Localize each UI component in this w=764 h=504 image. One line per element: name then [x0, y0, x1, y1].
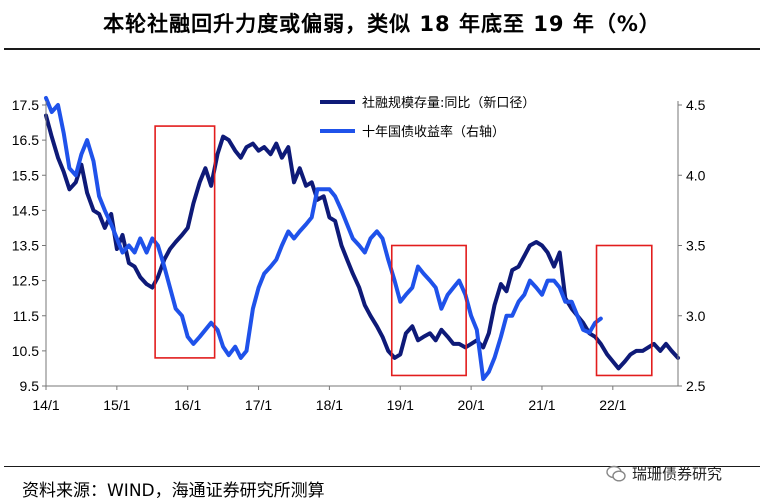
highlight-box-2	[390, 244, 467, 377]
legend-label-series-2: 十年国债收益率（右轴）	[362, 124, 505, 140]
line-chart: 17.5 16.5 15.5 14.5 13.5 12.5 11.5 10.5 9.5 4.5 4.…	[12, 95, 706, 413]
y-left-tick-label: 9.5	[20, 378, 40, 394]
x-tick-label: 20/1	[457, 397, 484, 413]
y-right-tick-label: 4.5	[686, 97, 706, 113]
chart-legend: 社融规模存量:同比（新口径） 十年国债收益率（右轴）	[320, 95, 535, 140]
y-left-tick-label: 13.5	[12, 238, 39, 254]
legend-label-series-1: 社融规模存量:同比（新口径）	[362, 95, 535, 111]
y-left-tick-label: 16.5	[12, 132, 39, 148]
brand-watermark: 瑞珊债券研究	[606, 463, 722, 484]
highlight-boxes	[154, 125, 653, 377]
brand-name: 瑞珊债券研究	[632, 465, 723, 483]
x-tick-label: 14/1	[32, 397, 59, 413]
series-line-2	[44, 96, 603, 381]
x-tick-label: 18/1	[316, 397, 343, 413]
highlight-box-1	[154, 125, 216, 359]
y-left-tick-label: 15.5	[12, 167, 39, 183]
source-note: 资料来源：WIND，海通证券研究所测算	[22, 481, 325, 501]
series-lines	[44, 96, 680, 381]
y-left-tick-label: 12.5	[12, 273, 39, 289]
x-tick-label: 15/1	[103, 397, 130, 413]
y-right-tick-label: 3.0	[686, 308, 706, 324]
chart-axes: 17.5 16.5 15.5 14.5 13.5 12.5 11.5 10.5 9.5 4.5 4.…	[12, 97, 706, 413]
y-left-tick-label: 10.5	[12, 343, 39, 359]
y-right-tick-label: 4.0	[686, 167, 706, 183]
x-tick-label: 22/1	[599, 397, 626, 413]
y-right-tick-label: 2.5	[686, 378, 706, 394]
y-left-tick-label: 17.5	[12, 97, 39, 113]
chart-title: 本轮社融回升力度或偏弱，类似 18 年底至 19 年（%）	[103, 12, 661, 36]
x-tick-label: 16/1	[174, 397, 201, 413]
footer-divider	[4, 466, 760, 467]
series-line-1	[44, 113, 680, 371]
y-left-tick-label: 11.5	[13, 308, 39, 324]
highlight-box-3	[595, 244, 653, 377]
x-tick-label: 17/1	[245, 397, 272, 413]
title-divider	[4, 48, 760, 50]
y-right-tick-label: 3.5	[686, 238, 706, 254]
x-tick-label: 21/1	[528, 397, 555, 413]
x-tick-label: 19/1	[387, 397, 414, 413]
wechat-icon	[606, 465, 626, 482]
y-left-tick-label: 14.5	[12, 202, 39, 218]
